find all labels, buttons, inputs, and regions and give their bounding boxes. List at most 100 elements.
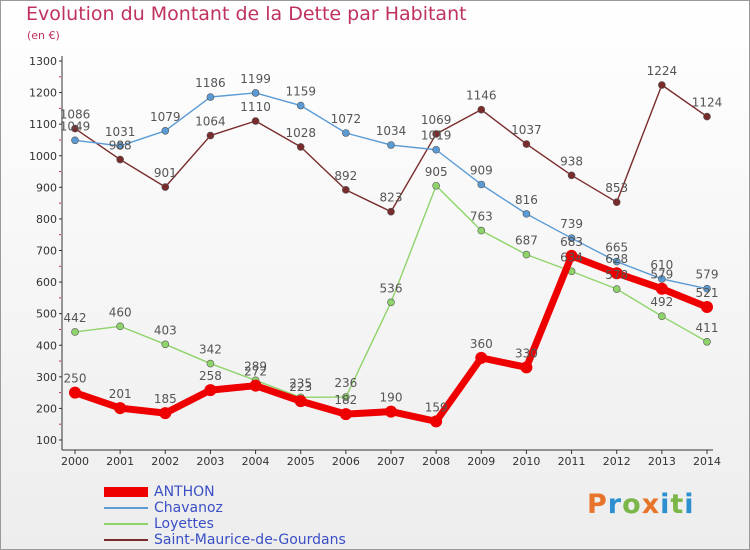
legend-swatch-chavanoz — [104, 507, 148, 509]
data-point — [161, 340, 170, 349]
legend-swatch-saint-maurice — [104, 539, 148, 541]
data-label: 905 — [425, 165, 448, 179]
data-point — [294, 395, 307, 408]
data-point — [701, 301, 713, 314]
data-label: 1199 — [240, 72, 271, 86]
data-label: 628 — [605, 252, 628, 266]
data-label: 578 — [605, 268, 628, 282]
data-point — [342, 186, 350, 194]
data-label: 1159 — [285, 85, 316, 99]
data-label: 909 — [470, 163, 493, 177]
data-point — [206, 131, 215, 140]
data-label: 938 — [560, 154, 583, 168]
data-point — [703, 112, 711, 121]
data-point — [658, 81, 666, 89]
y-tick-label: 400 — [36, 339, 57, 352]
data-point — [612, 285, 621, 293]
x-tick-label: 2010 — [512, 455, 540, 468]
data-label: 201 — [109, 387, 132, 401]
data-label: 763 — [470, 210, 493, 224]
data-label: 1086 — [60, 108, 91, 122]
y-tick-label: 800 — [36, 213, 57, 226]
data-point — [658, 312, 666, 320]
data-point — [522, 140, 531, 148]
data-label: 1028 — [285, 126, 316, 140]
y-tick-label: 100 — [36, 434, 57, 447]
data-point — [71, 124, 79, 133]
y-tick-label: 200 — [36, 402, 57, 415]
x-tick-label: 2011 — [558, 455, 586, 468]
y-tick-label: 900 — [36, 181, 57, 194]
data-point — [161, 126, 170, 135]
data-label: 1186 — [195, 76, 226, 90]
data-label: 1069 — [421, 113, 452, 127]
data-point — [477, 226, 486, 235]
data-label: 185 — [154, 392, 177, 406]
data-label: 683 — [560, 235, 583, 249]
data-label: 360 — [470, 337, 493, 351]
data-label: 816 — [515, 193, 538, 207]
data-label: 159 — [425, 400, 448, 414]
data-point — [565, 249, 578, 262]
data-label: 1037 — [511, 123, 542, 137]
y-tick-label: 1300 — [29, 55, 57, 68]
data-label: 579 — [696, 268, 719, 282]
data-label: 853 — [605, 181, 628, 195]
chart-subtitle: (en €) — [27, 29, 60, 42]
x-tick-label: 2000 — [61, 455, 89, 468]
data-label: 1031 — [105, 125, 136, 139]
data-label: 1034 — [376, 124, 407, 138]
data-label: 250 — [64, 372, 87, 386]
data-point — [475, 351, 488, 364]
data-label: 330 — [515, 346, 538, 360]
y-tick-label: 1200 — [29, 87, 57, 100]
data-point — [161, 183, 170, 191]
data-label: 403 — [154, 323, 177, 337]
legend-swatch-anthon — [104, 487, 148, 497]
data-point — [430, 415, 443, 428]
data-point — [159, 407, 172, 420]
data-label: 235 — [289, 376, 312, 390]
data-point — [387, 207, 395, 216]
data-point — [116, 142, 124, 150]
legend-label-anthon: ANTHON — [154, 484, 215, 500]
data-label: 1110 — [240, 100, 271, 114]
logo-letter: o — [622, 489, 642, 520]
data-point — [703, 284, 711, 293]
x-tick-label: 2014 — [693, 455, 721, 468]
x-tick-label: 2013 — [648, 455, 676, 468]
data-point — [520, 361, 533, 374]
data-label: 289 — [244, 359, 267, 373]
data-label: 272 — [244, 365, 267, 379]
data-point — [71, 328, 79, 336]
data-point — [251, 89, 260, 97]
x-tick-label: 2001 — [106, 455, 134, 468]
data-point — [655, 282, 668, 295]
y-tick-label: 1000 — [29, 150, 57, 163]
data-label: 1079 — [150, 110, 181, 124]
data-label: 536 — [380, 281, 403, 295]
data-label: 411 — [696, 321, 719, 335]
legend-label-saint-maurice: Saint-Maurice-de-Gourdans — [154, 532, 346, 548]
x-tick-label: 2004 — [242, 455, 270, 468]
data-label: 223 — [289, 380, 312, 394]
data-label: 1019 — [421, 129, 452, 143]
data-label: 190 — [380, 391, 403, 405]
data-label: 988 — [109, 139, 132, 153]
logo-letter: i — [684, 489, 695, 520]
data-point — [387, 141, 395, 149]
data-point — [339, 408, 352, 421]
x-tick-label: 2006 — [332, 455, 360, 468]
logo-letter: r — [607, 489, 623, 520]
data-point — [251, 117, 260, 125]
data-point — [296, 143, 305, 151]
x-tick-label: 2008 — [422, 455, 450, 468]
data-point — [71, 136, 79, 145]
data-label: 634 — [560, 250, 583, 264]
data-point — [385, 405, 397, 418]
data-point — [206, 359, 215, 368]
data-label: 521 — [696, 286, 719, 300]
data-label: 258 — [199, 369, 222, 383]
data-label: 342 — [199, 343, 222, 357]
data-point — [522, 250, 531, 259]
